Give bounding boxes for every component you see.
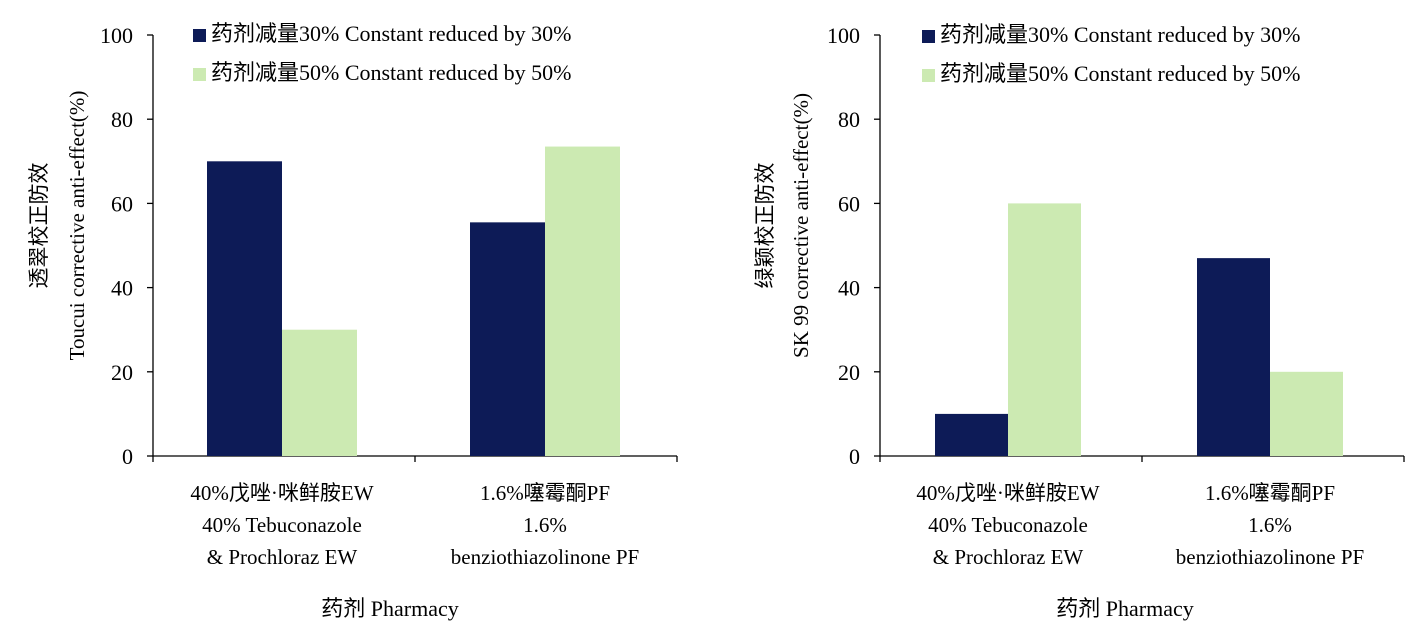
x-category-label: 40%戊唑·咪鲜胺EW bbox=[916, 481, 1099, 505]
x-category-label: & Prochloraz EW bbox=[933, 545, 1084, 569]
y-tick-label: 100 bbox=[827, 23, 860, 48]
legend-label: 药剂减量50% Constant reduced by 50% bbox=[940, 61, 1301, 86]
y-tick-label: 20 bbox=[838, 360, 860, 385]
legend-swatch bbox=[193, 29, 206, 42]
bar-series-1-category-2 bbox=[1197, 258, 1270, 456]
x-category-label: benziothiazolinone PF bbox=[451, 545, 639, 569]
y-tick-label: 0 bbox=[849, 444, 860, 469]
y-axis-label-line-1: 透翠校正防效 bbox=[27, 163, 51, 289]
x-category-label: benziothiazolinone PF bbox=[1176, 545, 1364, 569]
legend-label: 药剂减量50% Constant reduced by 50% bbox=[211, 60, 572, 85]
y-tick-label: 60 bbox=[838, 191, 860, 216]
y-tick-label: 80 bbox=[111, 107, 133, 132]
y-axis-label-line-2: SK 99 corrective anti-effect(%) bbox=[789, 93, 813, 358]
x-category-label: 40% Tebuconazole bbox=[202, 513, 362, 537]
bar-series-2-category-2 bbox=[1270, 371, 1343, 456]
bar-series-2-category-2 bbox=[545, 146, 620, 456]
legend-label: 药剂减量30% Constant reduced by 30% bbox=[211, 21, 572, 46]
y-tick-label: 100 bbox=[100, 23, 133, 48]
legend: 药剂减量30% Constant reduced by 30% 药剂减量50% C… bbox=[193, 21, 572, 85]
legend-swatch bbox=[193, 68, 206, 81]
bar-series-2-category-1 bbox=[1008, 203, 1081, 456]
bar-series-1-category-1 bbox=[207, 161, 282, 457]
legend-swatch bbox=[922, 69, 935, 82]
y-tick-label: 40 bbox=[111, 276, 133, 301]
x-category-label: 1.6%噻霉酮PF bbox=[1205, 481, 1335, 505]
x-category-label: & Prochloraz EW bbox=[207, 545, 358, 569]
chart-panel-2: 0 20 40 60 80 100 40%戊唑·咪鲜胺EW 40% Tebuconazole &… bbox=[753, 22, 1405, 621]
x-category-label: 40% Tebuconazole bbox=[928, 513, 1088, 537]
legend-swatch bbox=[922, 30, 935, 43]
bar-series-1-category-2 bbox=[470, 222, 545, 456]
chart-panel-1: 0 20 40 60 80 100 40%戊唑·咪鲜胺EW 40% Tebuconazole &… bbox=[27, 21, 678, 621]
legend-label: 药剂减量30% Constant reduced by 30% bbox=[940, 22, 1301, 47]
x-category-label: 1.6% bbox=[523, 513, 567, 537]
x-category-label: 1.6% bbox=[1248, 513, 1292, 537]
x-category-label: 40%戊唑·咪鲜胺EW bbox=[190, 481, 373, 505]
x-category-label: 1.6%噻霉酮PF bbox=[480, 481, 610, 505]
y-tick-label: 60 bbox=[111, 191, 133, 216]
y-tick-label: 40 bbox=[838, 276, 860, 301]
legend: 药剂减量30% Constant reduced by 30% 药剂减量50% C… bbox=[922, 22, 1301, 86]
x-axis-label: 药剂 Pharmacy bbox=[321, 596, 458, 621]
y-tick-label: 20 bbox=[111, 360, 133, 385]
bar-series-2-category-1 bbox=[282, 329, 357, 456]
y-tick-label: 0 bbox=[122, 444, 133, 469]
y-axis-label-line-1: 绿颖校正防效 bbox=[753, 163, 777, 289]
bar-series-1-category-1 bbox=[935, 413, 1008, 456]
x-axis-label: 药剂 Pharmacy bbox=[1056, 596, 1193, 621]
y-tick-label: 80 bbox=[838, 107, 860, 132]
y-axis-label-line-2: Toucui corrective anti-effect(%) bbox=[65, 91, 89, 361]
